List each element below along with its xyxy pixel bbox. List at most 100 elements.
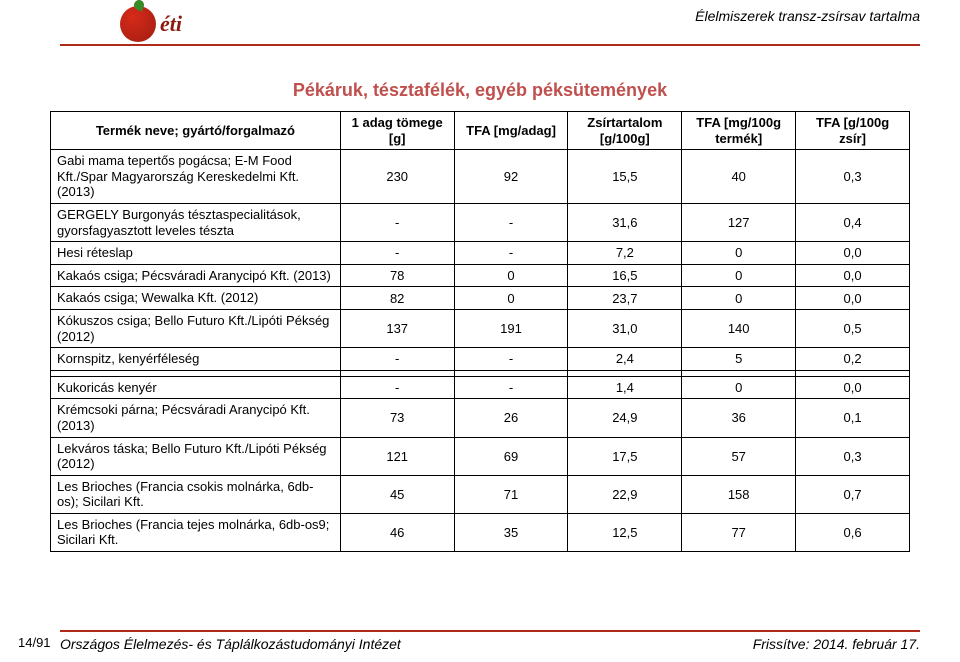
- section-title: Pékáruk, tésztafélék, egyéb péksüteménye…: [0, 80, 960, 101]
- row-value-cell: 15,5: [568, 150, 682, 204]
- table-row: Lekváros táska; Bello Futuro Kft./Lipóti…: [51, 437, 910, 475]
- logo: éti: [120, 6, 182, 42]
- row-value-cell: 191: [454, 309, 568, 347]
- row-value-cell: 137: [340, 309, 454, 347]
- row-value-cell: 78: [340, 264, 454, 287]
- row-value-cell: 0,5: [796, 309, 910, 347]
- row-value-cell: -: [340, 348, 454, 371]
- row-value-cell: 46: [340, 513, 454, 551]
- row-value-cell: 77: [682, 513, 796, 551]
- row-value-cell: -: [454, 348, 568, 371]
- row-value-cell: 140: [682, 309, 796, 347]
- row-value-cell: 2,4: [568, 348, 682, 371]
- row-value-cell: 0,2: [796, 348, 910, 371]
- row-value-cell: 0,1: [796, 399, 910, 437]
- table-row: Les Brioches (Francia csokis molnárka, 6…: [51, 475, 910, 513]
- table-row: Les Brioches (Francia tejes molnárka, 6d…: [51, 513, 910, 551]
- row-name-cell: Kókuszos csiga; Bello Futuro Kft./Lipóti…: [51, 309, 341, 347]
- row-value-cell: 0,3: [796, 437, 910, 475]
- row-value-cell: 0,0: [796, 242, 910, 265]
- col-header-5: TFA [g/100g zsír]: [796, 112, 910, 150]
- row-value-cell: 5: [682, 348, 796, 371]
- header-rule: [60, 44, 920, 46]
- row-value-cell: 7,2: [568, 242, 682, 265]
- table-row: Krémcsoki párna; Pécsváradi Aranycipó Kf…: [51, 399, 910, 437]
- table-row: Kukoricás kenyér--1,400,0: [51, 376, 910, 399]
- logo-text: éti: [160, 11, 182, 37]
- table-row: Kakaós csiga; Wewalka Kft. (2012)82023,7…: [51, 287, 910, 310]
- table-row: Kornspitz, kenyérféleség--2,450,2: [51, 348, 910, 371]
- row-value-cell: 230: [340, 150, 454, 204]
- row-value-cell: 82: [340, 287, 454, 310]
- row-name-cell: Lekváros táska; Bello Futuro Kft./Lipóti…: [51, 437, 341, 475]
- row-value-cell: 23,7: [568, 287, 682, 310]
- table-header: Termék neve; gyártó/forgalmazó 1 adag tö…: [51, 112, 910, 150]
- table-row: Gabi mama tepertős pogácsa; E-M Food Kft…: [51, 150, 910, 204]
- col-header-name: Termék neve; gyártó/forgalmazó: [51, 112, 341, 150]
- row-value-cell: 45: [340, 475, 454, 513]
- table-row: Hesi réteslap--7,200,0: [51, 242, 910, 265]
- row-name-cell: Les Brioches (Francia tejes molnárka, 6d…: [51, 513, 341, 551]
- row-value-cell: 0: [454, 264, 568, 287]
- row-name-cell: Kornspitz, kenyérféleség: [51, 348, 341, 371]
- row-value-cell: 73: [340, 399, 454, 437]
- row-value-cell: 0,7: [796, 475, 910, 513]
- logo-circle-icon: [120, 6, 156, 42]
- row-name-cell: Kakaós csiga; Wewalka Kft. (2012): [51, 287, 341, 310]
- row-value-cell: 127: [682, 203, 796, 241]
- row-value-cell: -: [454, 376, 568, 399]
- data-table: Termék neve; gyártó/forgalmazó 1 adag tö…: [50, 111, 910, 552]
- row-name-cell: Kakaós csiga; Pécsváradi Aranycipó Kft. …: [51, 264, 341, 287]
- table-row: Kókuszos csiga; Bello Futuro Kft./Lipóti…: [51, 309, 910, 347]
- row-name-cell: Krémcsoki párna; Pécsváradi Aranycipó Kf…: [51, 399, 341, 437]
- row-value-cell: 0,0: [796, 264, 910, 287]
- row-value-cell: 0,0: [796, 287, 910, 310]
- row-value-cell: 0: [682, 264, 796, 287]
- row-name-cell: Les Brioches (Francia csokis molnárka, 6…: [51, 475, 341, 513]
- row-value-cell: 121: [340, 437, 454, 475]
- row-value-cell: -: [454, 242, 568, 265]
- row-value-cell: 0,4: [796, 203, 910, 241]
- col-header-1: 1 adag tömege [g]: [340, 112, 454, 150]
- row-value-cell: 40: [682, 150, 796, 204]
- row-value-cell: -: [340, 242, 454, 265]
- header-right-text: Élelmiszerek transz-zsírsav tartalma: [120, 8, 920, 24]
- row-value-cell: 24,9: [568, 399, 682, 437]
- footer-right: Frissítve: 2014. február 17.: [753, 636, 920, 652]
- row-value-cell: 0: [682, 287, 796, 310]
- row-value-cell: 0: [454, 287, 568, 310]
- row-value-cell: 16,5: [568, 264, 682, 287]
- row-value-cell: 12,5: [568, 513, 682, 551]
- page-number: 14/91: [18, 635, 51, 650]
- row-value-cell: 57: [682, 437, 796, 475]
- row-value-cell: 31,6: [568, 203, 682, 241]
- footer-rule: [60, 630, 920, 632]
- row-name-cell: Hesi réteslap: [51, 242, 341, 265]
- footer-center: Országos Élelmezés- és Táplálkozástudomá…: [60, 636, 401, 652]
- row-value-cell: -: [340, 203, 454, 241]
- table-row: GERGELY Burgonyás tésztaspecialitások, g…: [51, 203, 910, 241]
- row-value-cell: 1,4: [568, 376, 682, 399]
- row-value-cell: 69: [454, 437, 568, 475]
- row-value-cell: 0,3: [796, 150, 910, 204]
- row-value-cell: 158: [682, 475, 796, 513]
- row-value-cell: 0,0: [796, 376, 910, 399]
- col-header-4: TFA [mg/100g termék]: [682, 112, 796, 150]
- row-value-cell: 0: [682, 242, 796, 265]
- row-value-cell: 0: [682, 376, 796, 399]
- row-name-cell: Gabi mama tepertős pogácsa; E-M Food Kft…: [51, 150, 341, 204]
- row-value-cell: 92: [454, 150, 568, 204]
- row-value-cell: 36: [682, 399, 796, 437]
- table-body: Gabi mama tepertős pogácsa; E-M Food Kft…: [51, 150, 910, 552]
- logo-leaf-icon: [133, 0, 146, 11]
- row-value-cell: 31,0: [568, 309, 682, 347]
- row-value-cell: 22,9: [568, 475, 682, 513]
- footer: Országos Élelmezés- és Táplálkozástudomá…: [60, 630, 920, 652]
- row-value-cell: 71: [454, 475, 568, 513]
- row-value-cell: -: [454, 203, 568, 241]
- col-header-3: Zsírtartalom [g/100g]: [568, 112, 682, 150]
- row-value-cell: 0,6: [796, 513, 910, 551]
- row-value-cell: 35: [454, 513, 568, 551]
- table-row: Kakaós csiga; Pécsváradi Aranycipó Kft. …: [51, 264, 910, 287]
- row-value-cell: 17,5: [568, 437, 682, 475]
